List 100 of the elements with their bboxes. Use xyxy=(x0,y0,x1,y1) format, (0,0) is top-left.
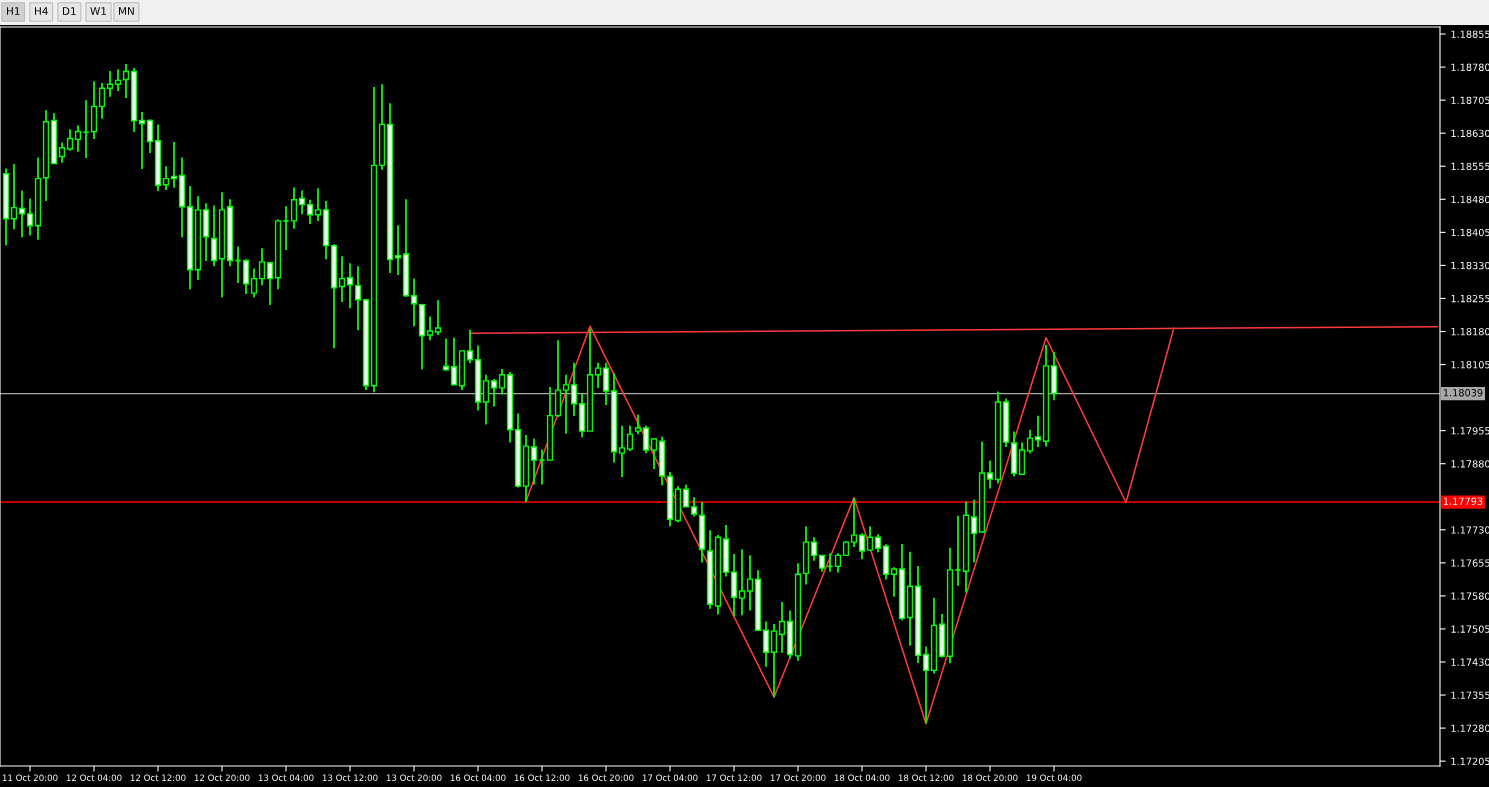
candlestick xyxy=(234,245,242,284)
candlestick xyxy=(338,255,346,303)
y-tick-label: 1.17955 xyxy=(1451,427,1489,435)
candlestick xyxy=(442,337,450,372)
candlestick xyxy=(642,424,650,455)
x-tick-label: 17 Oct 12:00 xyxy=(706,774,762,781)
y-tick-label: 1.17580 xyxy=(1451,592,1489,600)
candlestick xyxy=(250,267,258,299)
candlestick xyxy=(314,187,322,222)
y-tick-label: 1.18105 xyxy=(1451,361,1489,369)
candlestick xyxy=(18,189,26,239)
candlestick xyxy=(210,204,218,268)
candlestick xyxy=(850,497,858,548)
candlestick xyxy=(650,438,658,470)
x-tick-label: 13 Oct 20:00 xyxy=(386,774,442,781)
candlestick xyxy=(410,277,418,328)
candlestick xyxy=(114,68,122,92)
y-tick-label: 1.17205 xyxy=(1451,757,1489,765)
candlestick xyxy=(1026,428,1034,455)
candlestick xyxy=(122,63,130,99)
candlestick xyxy=(146,118,154,154)
candlestick xyxy=(770,623,778,698)
y-tick-label: 1.17430 xyxy=(1451,658,1489,666)
candlestick xyxy=(538,448,546,486)
y-tick-label: 1.18330 xyxy=(1451,261,1489,270)
candlestick xyxy=(562,373,570,435)
candlestick xyxy=(602,361,610,406)
y-tick-label: 1.17505 xyxy=(1451,625,1489,633)
text: MN xyxy=(119,7,134,15)
candlestick xyxy=(306,198,314,225)
candlestick xyxy=(682,483,690,508)
x-tick-label: 17 Oct 04:00 xyxy=(642,774,698,781)
y-tick-label: 1.18705 xyxy=(1451,96,1489,104)
candlestick xyxy=(626,424,634,452)
candlestick xyxy=(1034,414,1042,448)
text: H1 xyxy=(7,7,20,15)
x-tick-label: 16 Oct 12:00 xyxy=(514,774,570,781)
x-tick-label: 18 Oct 12:00 xyxy=(898,774,954,781)
candlestick xyxy=(26,197,34,237)
candlestick xyxy=(594,361,602,389)
candlestick xyxy=(970,498,978,564)
candlestick xyxy=(634,413,642,436)
y-tick-label: 1.17280 xyxy=(1451,724,1489,732)
text: W1 xyxy=(90,7,106,15)
candlestick xyxy=(98,82,106,120)
x-tick-label: 13 Oct 04:00 xyxy=(258,774,314,781)
x-tick-label: 16 Oct 20:00 xyxy=(578,774,634,781)
candlestick xyxy=(354,265,362,332)
candlestick xyxy=(810,536,818,562)
y-tick-label: 1.18480 xyxy=(1451,195,1489,204)
x-tick-label: 17 Oct 20:00 xyxy=(770,774,826,781)
ref-line-label: 1.17793 xyxy=(1443,497,1483,505)
candlestick xyxy=(738,548,746,617)
candlestick xyxy=(762,620,770,668)
candlestick xyxy=(242,258,250,295)
candlestick xyxy=(834,552,842,574)
x-tick-label: 16 Oct 04:00 xyxy=(450,774,506,781)
x-tick-label: 18 Oct 20:00 xyxy=(962,774,1018,781)
candlestick xyxy=(434,299,442,336)
y-tick-label: 1.17880 xyxy=(1451,460,1489,468)
y-tick-label: 1.17655 xyxy=(1451,559,1489,567)
x-tick-label: 18 Oct 04:00 xyxy=(834,774,890,781)
ref-line-label: 1.18039 xyxy=(1443,389,1483,397)
x-tick-label: 13 Oct 12:00 xyxy=(322,774,378,781)
text: H4 xyxy=(35,7,48,15)
y-tick-label: 1.18555 xyxy=(1451,162,1489,171)
candlestick xyxy=(346,262,354,310)
candlestick xyxy=(58,141,66,164)
x-tick-label: 11 Oct 20:00 xyxy=(2,774,58,781)
candlestick xyxy=(266,260,274,306)
candlestick xyxy=(866,525,874,552)
candlestick xyxy=(10,163,18,231)
candlestick xyxy=(954,514,962,587)
y-tick-label: 1.17355 xyxy=(1451,691,1489,699)
candlestick xyxy=(826,552,834,573)
candlestick xyxy=(74,124,82,153)
candlestick xyxy=(890,566,898,598)
candlestick xyxy=(490,378,498,408)
candlestick xyxy=(106,70,114,98)
candlestick xyxy=(498,368,506,396)
y-tick-label: 1.18855 xyxy=(1451,30,1489,38)
y-tick-label: 1.18405 xyxy=(1451,228,1489,237)
text: D1 xyxy=(63,7,76,15)
candlestick xyxy=(450,336,458,386)
y-tick-label: 1.18255 xyxy=(1451,294,1489,303)
y-tick-label: 1.18180 xyxy=(1451,327,1489,336)
x-tick-label: 12 Oct 04:00 xyxy=(66,774,122,781)
candlestick xyxy=(66,128,74,152)
candlestick xyxy=(170,141,178,189)
candlestick xyxy=(298,189,306,216)
candlestick xyxy=(858,532,866,561)
y-tick-label: 1.18780 xyxy=(1451,63,1489,71)
x-tick-label: 19 Oct 04:00 xyxy=(1026,774,1082,781)
candlestick xyxy=(530,437,538,486)
y-tick-label: 1.18630 xyxy=(1451,129,1489,138)
candlestick xyxy=(162,165,170,191)
candlestick xyxy=(394,224,402,277)
candlestick xyxy=(922,645,930,725)
candlestick xyxy=(282,205,290,251)
candlestick xyxy=(618,424,626,478)
